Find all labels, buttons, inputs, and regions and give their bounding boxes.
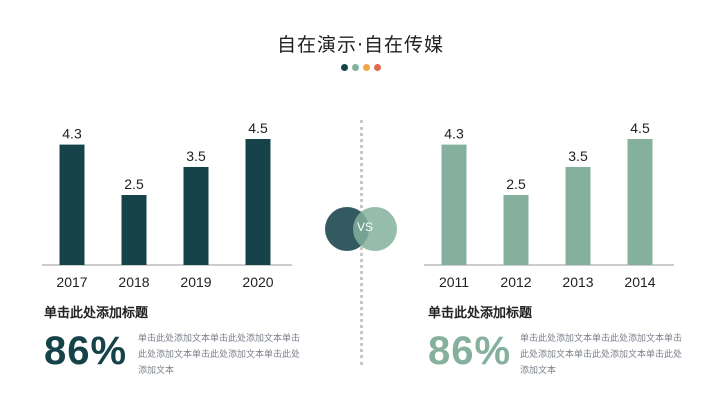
data-label-2014: 4.5 xyxy=(630,120,650,136)
data-label-2018: 2.5 xyxy=(124,176,144,192)
bar-2018 xyxy=(121,195,147,265)
right-percent: 86% xyxy=(428,329,512,373)
right-description: 单击此处添加文本单击此处添加文本单击此处添加文本单击此处添加文本单击此处添加文本 xyxy=(520,334,683,376)
bar-2019 xyxy=(183,167,209,265)
vs-venn-icon xyxy=(325,207,397,251)
data-label-2013: 3.5 xyxy=(568,148,588,164)
tick-label-2020: 2020 xyxy=(242,274,273,290)
tick-label-2018: 2018 xyxy=(118,274,149,290)
tick-label-2012: 2012 xyxy=(500,274,531,290)
data-label-2017: 4.3 xyxy=(62,126,82,142)
right-heading: 单击此处添加标题 xyxy=(428,306,533,321)
left-heading: 单击此处添加标题 xyxy=(44,306,149,321)
dot-green xyxy=(352,64,359,71)
bar-2017 xyxy=(59,144,85,265)
data-label-2019: 3.5 xyxy=(186,148,206,164)
tick-label-2014: 2014 xyxy=(624,274,655,290)
data-label-2011: 4.3 xyxy=(444,126,464,142)
left-bar-chart: 4.3 2017 2.5 2018 3.5 2019 4.5 2020 xyxy=(42,120,292,290)
vs-label: VS xyxy=(356,220,373,234)
slide-title: 自在演示·自在传媒 xyxy=(276,34,445,56)
dot-orange xyxy=(363,64,370,71)
data-label-2012: 2.5 xyxy=(506,176,526,192)
dot-dark xyxy=(341,64,348,71)
dot-red xyxy=(374,64,381,71)
tick-label-2011: 2011 xyxy=(439,274,469,290)
bar-2011 xyxy=(441,144,467,265)
tick-label-2017: 2017 xyxy=(56,274,87,290)
left-percent: 86% xyxy=(44,329,128,373)
tick-label-2019: 2019 xyxy=(180,274,211,290)
data-label-2020: 4.5 xyxy=(248,120,268,136)
left-description: 单击此处添加文本单击此处添加文本单击此处添加文本单击此处添加文本单击此处添加文本 xyxy=(138,334,301,376)
bar-2012 xyxy=(503,195,529,265)
right-bar-chart: 4.3 2011 2.5 2012 3.5 2013 4.5 2014 xyxy=(424,120,674,290)
bar-2020 xyxy=(245,139,271,265)
bar-2014 xyxy=(627,139,653,265)
bar-2013 xyxy=(565,167,591,265)
tick-label-2013: 2013 xyxy=(562,274,593,290)
